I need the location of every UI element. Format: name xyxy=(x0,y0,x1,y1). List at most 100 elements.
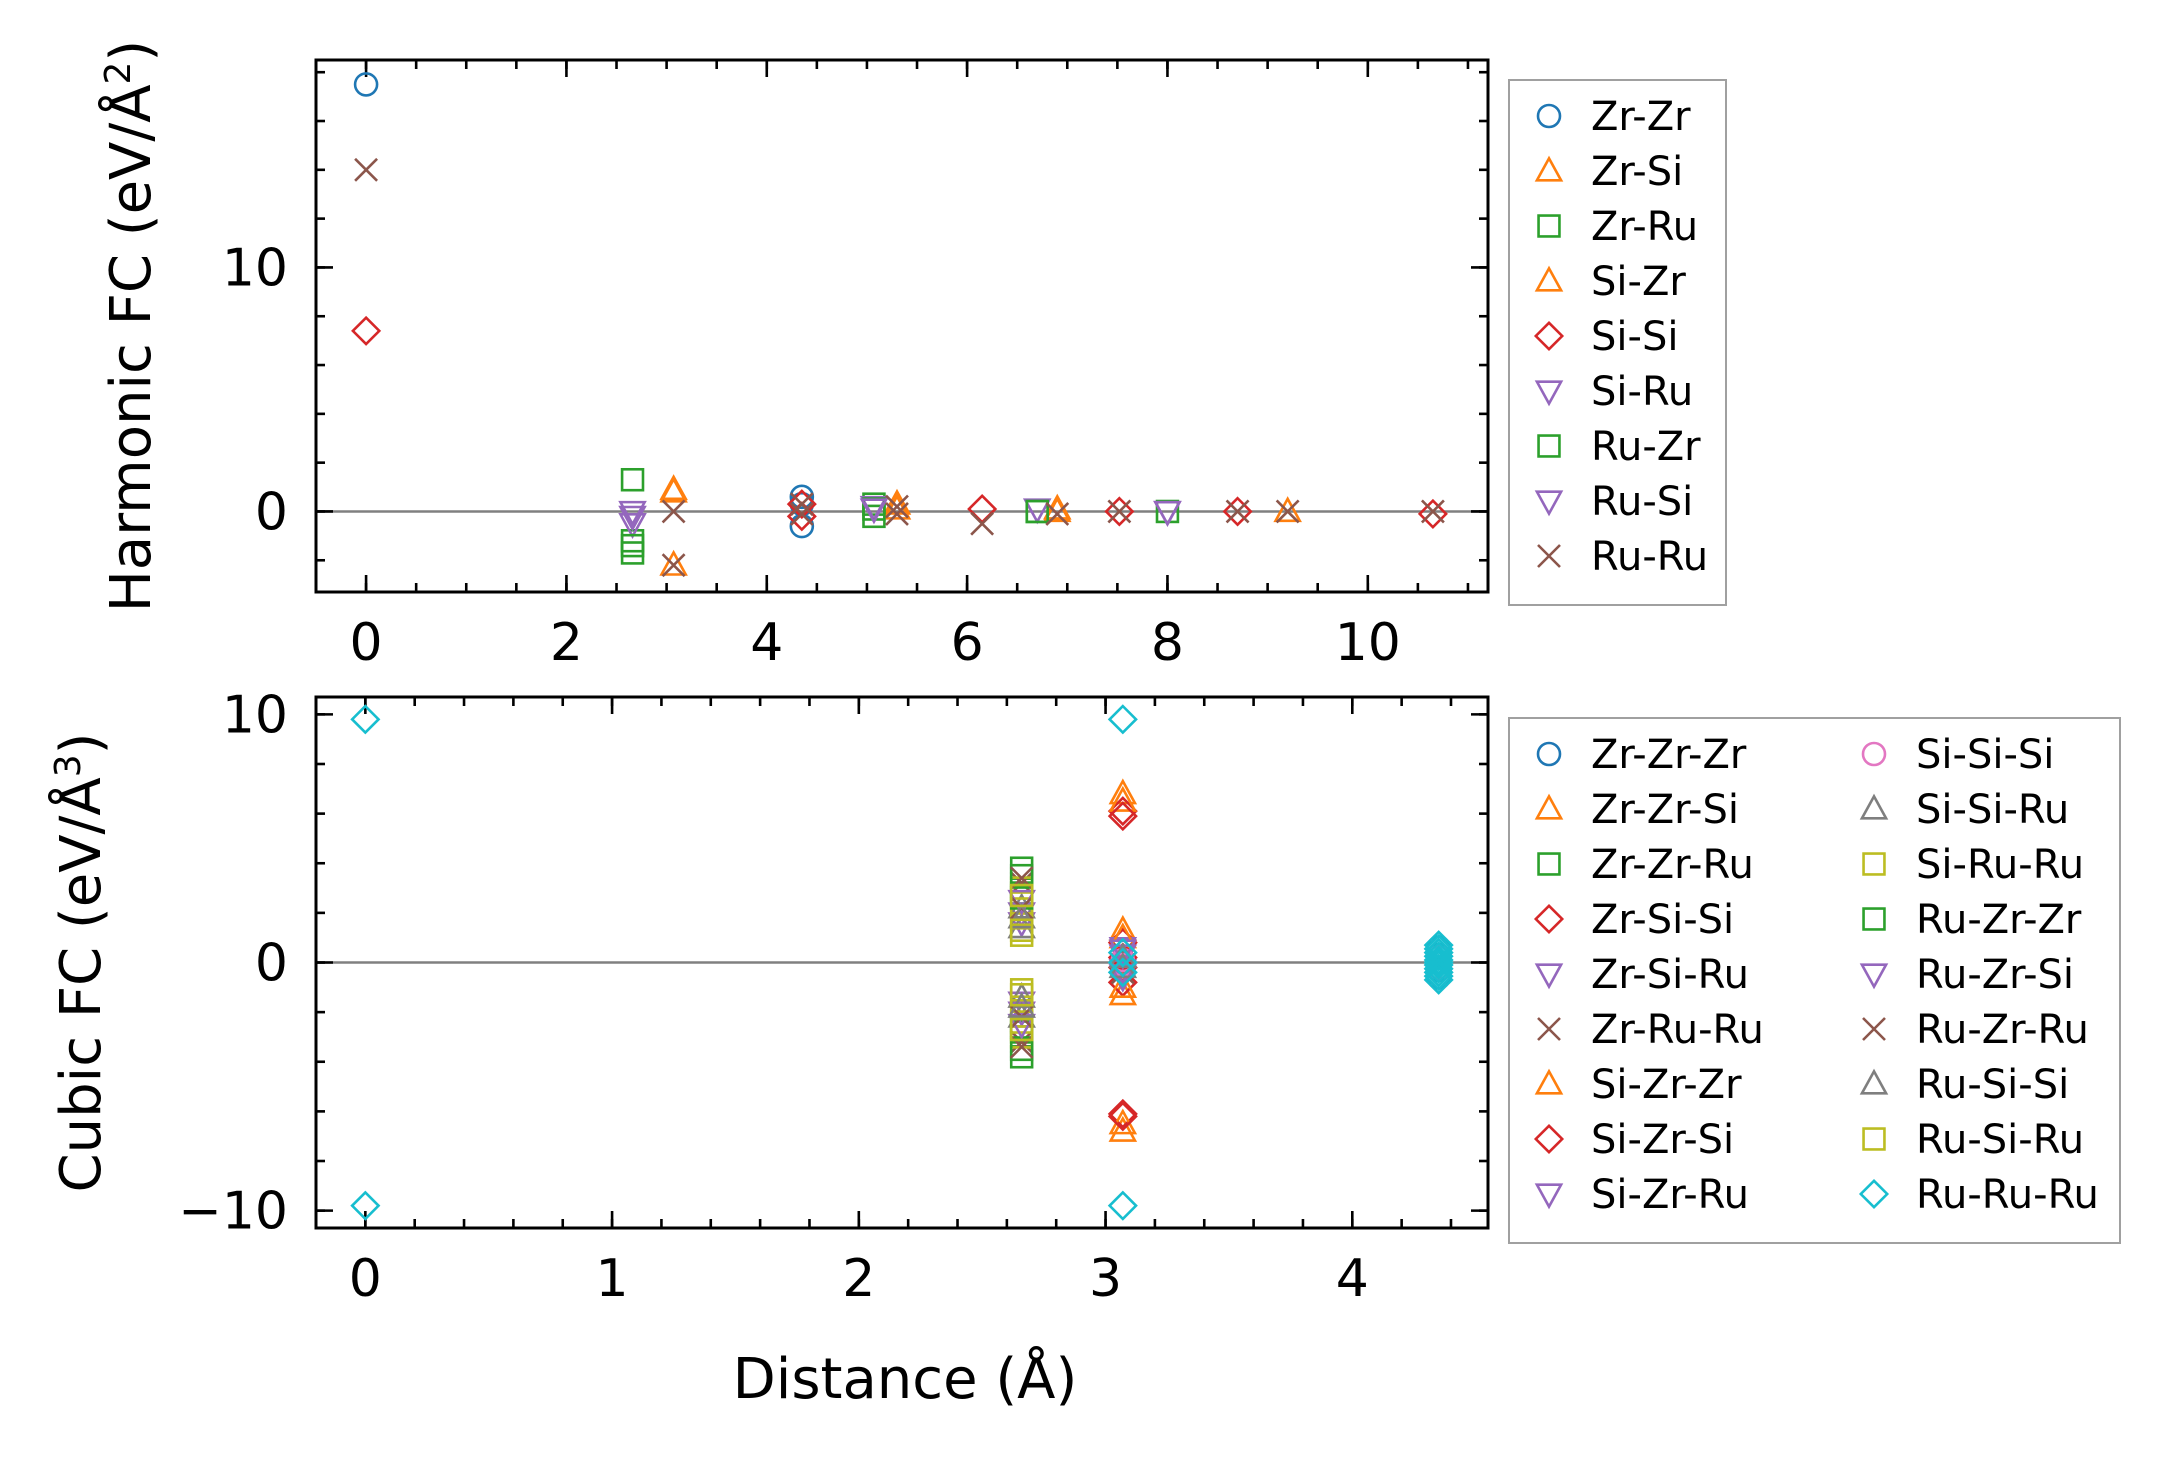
y-tick-label: 0 xyxy=(255,934,288,994)
point-ru-si-ru xyxy=(1009,883,1034,908)
legend-label-zr-ru-ru: Zr-Ru-Ru xyxy=(1591,1007,1764,1053)
y-tick-label: 10 xyxy=(222,685,288,745)
legend-marker-zr-zr xyxy=(1536,103,1562,129)
legend-item-zr-zr-si: Zr-Zr-Si xyxy=(1534,787,1739,833)
legend-item-zr-si-si: Zr-Si-Si xyxy=(1533,897,1734,943)
legend-marker-zr-ru-ru xyxy=(1537,1017,1561,1041)
point-ru-ru-ru xyxy=(1107,704,1138,735)
legend-item-si-ru: Si-Ru xyxy=(1534,369,1693,415)
point-ru-ru xyxy=(1420,499,1445,524)
legend-label-ru-si: Ru-Si xyxy=(1591,479,1693,525)
point-ru-ru-ru xyxy=(1423,964,1454,995)
point-si-si xyxy=(786,489,817,520)
point-ru-ru xyxy=(789,492,814,517)
harmonic-ylabel-end: ) xyxy=(99,40,164,62)
harmonic-data-points xyxy=(351,72,1448,578)
legend-label-si-si-si: Si-Si-Si xyxy=(1916,732,2054,778)
point-ru-si-ru xyxy=(1009,1017,1034,1042)
harmonic-ticks: 0 2 4 6 8 10 0 10 xyxy=(222,60,1488,673)
point-si-ru xyxy=(618,513,647,540)
legend-item-ru-ru-ru: Ru-Ru-Ru xyxy=(1858,1172,2099,1218)
point-ru-zr-si xyxy=(1007,1013,1036,1040)
legend-marker-si-si xyxy=(1533,320,1565,352)
cubic-ylabel-main: Cubic FC (eV/Å xyxy=(48,777,114,1192)
point-ru-ru-ru xyxy=(1423,947,1454,978)
y-tick-label: 0 xyxy=(255,482,288,542)
point-si-zr-zr xyxy=(1108,971,1138,998)
point-si-si xyxy=(1104,496,1135,527)
point-ru-ru-ru xyxy=(350,1190,381,1221)
legend-item-si-zr-si: Si-Zr-Si xyxy=(1533,1117,1734,1163)
point-zr-ru-ru xyxy=(1009,1029,1034,1054)
point-ru-ru xyxy=(1275,499,1300,524)
legend-item-si-si-ru: Si-Si-Ru xyxy=(1859,787,2069,833)
cubic-plot-frame xyxy=(314,695,1490,1230)
harmonic-ylabel-main: Harmonic FC (eV/Å xyxy=(98,84,164,612)
legend-marker-si-zr-ru xyxy=(1534,1183,1564,1210)
point-ru-ru-ru xyxy=(1423,953,1454,984)
legend-item-zr-ru: Zr-Ru xyxy=(1537,204,1698,250)
legend-item-ru-si-si: Ru-Si-Si xyxy=(1859,1062,2069,1108)
legend-item-ru-si: Ru-Si xyxy=(1534,479,1693,525)
legend-item-zr-si: Zr-Si xyxy=(1534,149,1683,195)
x-tick-label: 8 xyxy=(1151,613,1184,673)
legend-marker-zr-si-ru xyxy=(1534,963,1564,990)
point-si-si xyxy=(1417,498,1448,529)
point-si-zr xyxy=(1273,496,1302,523)
point-ru-ru-ru xyxy=(1107,937,1138,968)
legend-item-ru-zr: Ru-Zr xyxy=(1537,424,1701,470)
point-si-zr-si xyxy=(1107,801,1138,832)
point-ru-ru-ru xyxy=(1423,957,1454,988)
x-tick-label: 2 xyxy=(842,1249,875,1309)
point-si-si xyxy=(1222,496,1253,527)
legend-label-si-si-ru: Si-Si-Ru xyxy=(1916,787,2069,833)
point-ru-ru xyxy=(661,553,686,578)
legend-marker-ru-ru xyxy=(1537,544,1561,568)
point-ru-zr xyxy=(620,533,645,558)
legend-marker-zr-ru xyxy=(1537,214,1561,238)
legend-label-ru-si-si: Ru-Si-Si xyxy=(1916,1062,2069,1108)
legend-label-zr-zr-si: Zr-Zr-Si xyxy=(1591,787,1739,833)
cubic-data-points xyxy=(350,704,1454,1221)
legend-label-si-ru: Si-Ru xyxy=(1591,369,1693,415)
harmonic-legend: Zr-Zr Zr-Si Zr-Ru Si-Zr Si-Si Si-Ru Ru-Zr Ru-Si… xyxy=(1508,79,1727,606)
legend-marker-ru-si-si xyxy=(1859,1068,1889,1095)
legend-label-zr-zr-zr: Zr-Zr-Zr xyxy=(1591,732,1747,778)
point-ru-si xyxy=(859,498,889,525)
point-ru-ru xyxy=(885,494,909,519)
point-si-zr-si xyxy=(1107,1101,1138,1132)
legend-label-zr-si: Zr-Si xyxy=(1591,149,1683,195)
legend-marker-zr-zr-ru xyxy=(1537,852,1561,876)
point-ru-ru xyxy=(1107,499,1132,524)
point-ru-ru-ru xyxy=(1107,957,1138,988)
point-si-zr xyxy=(1042,496,1072,523)
x-tick-label: 10 xyxy=(1335,613,1401,673)
point-si-zr-zr xyxy=(1108,785,1138,812)
legend-item-zr-zr-zr: Zr-Zr-Zr xyxy=(1536,732,1747,778)
point-ru-ru-ru xyxy=(1107,947,1138,978)
point-zr-ru xyxy=(620,467,645,492)
legend-label-ru-si-ru: Ru-Si-Ru xyxy=(1916,1117,2084,1163)
point-ru-ru-ru xyxy=(1423,944,1454,976)
legend-label-zr-si-ru: Zr-Si-Ru xyxy=(1591,952,1749,998)
x-tick-label: 0 xyxy=(350,613,383,673)
legend-marker-ru-zr-si xyxy=(1859,963,1889,990)
point-zr-zr-si xyxy=(1108,1115,1138,1142)
point-ru-ru xyxy=(970,511,995,536)
point-ru-ru xyxy=(1045,501,1070,526)
legend-item-ru-zr-ru: Ru-Zr-Ru xyxy=(1862,1007,2089,1053)
legend-item-si-ru-ru: Si-Ru-Ru xyxy=(1862,842,2084,888)
legend-label-ru-zr-si: Ru-Zr-Si xyxy=(1916,952,2074,998)
legend-marker-si-zr xyxy=(1534,265,1564,292)
point-ru-ru-ru xyxy=(1423,961,1454,992)
cubic-y-axis-label: Cubic FC (eV/Å3) xyxy=(48,733,115,1193)
point-ru-si-ru xyxy=(1009,918,1034,942)
point-ru-ru-ru xyxy=(350,704,381,735)
legend-item-zr-zr: Zr-Zr xyxy=(1536,94,1691,140)
y-tick-label: −10 xyxy=(178,1182,288,1242)
legend-marker-zr-si xyxy=(1534,155,1564,182)
legend-label-si-si: Si-Si xyxy=(1591,314,1678,360)
legend-label-ru-zr-zr: Ru-Zr-Zr xyxy=(1916,897,2082,943)
legend-label-zr-zr: Zr-Zr xyxy=(1591,94,1691,140)
